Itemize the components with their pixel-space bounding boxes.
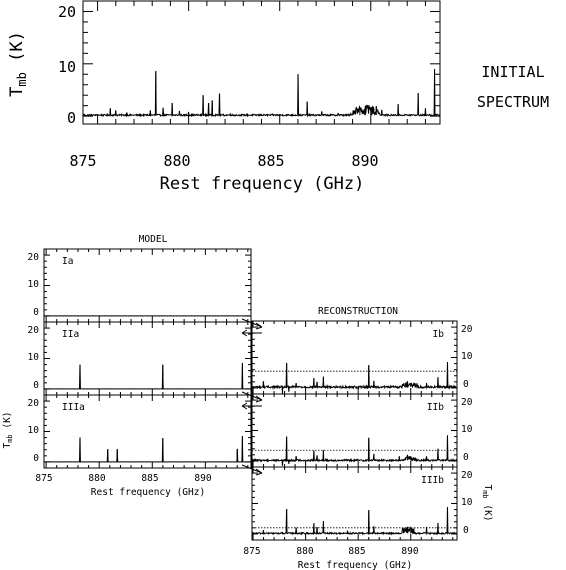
panel-IIIb-trace	[251, 507, 458, 536]
panel-Ib-trace	[251, 362, 458, 394]
panel-Ib-y-tick-10: 10	[461, 351, 473, 362]
arrow-IIIa-to-IIIb	[241, 464, 263, 476]
arrow-Ib-to-IIa	[241, 329, 262, 337]
initial-y-tick-label-20: 20	[58, 3, 76, 21]
panel-IIb-y-tick-10: 10	[461, 424, 473, 435]
panel-Ib-y-tick-0: 0	[463, 379, 469, 390]
arrow-IIb-to-IIIa	[241, 402, 262, 410]
initial-x-tick-label-880: 880	[163, 152, 190, 170]
initial-spectrum-panel: 875 880 885 890 20 10 0 Rest frequency (…	[7, 0, 549, 194]
reconstruction-y-axis-label: Tmb (K)	[481, 484, 493, 521]
reconstruction-panel-Ib: Ib 20 10 0	[251, 320, 473, 395]
spectrum-line	[44, 363, 251, 390]
model-title: MODEL	[139, 234, 168, 245]
panel-Ib-y-tick-20: 20	[461, 324, 473, 335]
initial-x-tick-label-875: 875	[69, 152, 96, 170]
panel-IIIb-tick-marks	[252, 466, 457, 541]
panel-IIIb-x-tick-890: 890	[401, 546, 418, 557]
initial-tick-marks	[83, 0, 440, 124]
panel-Ia-y-tick-0: 0	[33, 307, 39, 318]
panel-IIb-trace	[251, 435, 458, 466]
initial-y-tick-label-10: 10	[58, 58, 76, 76]
panel-IIIa-y-tick-0: 0	[33, 453, 39, 464]
spectrum-line	[251, 507, 458, 536]
model-y-axis-label: Tmb (K)	[2, 411, 14, 448]
panel-IIIa-x-tick-885: 885	[141, 473, 158, 484]
initial-plot-frame	[82, 0, 441, 125]
reconstruction-panel-IIIb: IIIb 20 10 0 875 880 885 890 Rest freque…	[243, 466, 473, 570]
model-panel-IIa: IIa 20 10 0	[28, 321, 252, 396]
panel-IIa-trace	[44, 363, 251, 390]
panel-IIb-y-tick-0: 0	[463, 452, 469, 463]
panel-IIIb-x-tick-875: 875	[243, 546, 260, 557]
panel-Ia-frame	[43, 248, 252, 323]
initial-spectrum-trace	[82, 69, 441, 118]
panel-IIIa-x-tick-875: 875	[35, 473, 52, 484]
initial-x-tick-label-885: 885	[257, 152, 284, 170]
panel-IIIb-y-tick-0: 0	[463, 525, 469, 536]
panel-IIa-tick-marks	[44, 321, 251, 396]
initial-annotation-line-1: INITIAL	[481, 63, 544, 81]
panel-IIIa-y-tick-10: 10	[28, 425, 40, 436]
initial-x-axis-label: Rest frequency (GHz)	[160, 174, 365, 194]
model-x-axis-label: Rest frequency (GHz)	[91, 487, 205, 498]
model-panel-Ia: Ia 20 10 0	[28, 248, 252, 323]
panel-IIIa-x-tick-880: 880	[88, 473, 105, 484]
panel-Ia-tick-marks	[44, 248, 251, 323]
reconstruction-x-axis-label: Rest frequency (GHz)	[298, 560, 412, 570]
panel-IIIb-x-tick-885: 885	[348, 546, 365, 557]
reconstruction-panel-IIb: IIb 20 10 0	[251, 393, 473, 468]
panel-IIIa-trace	[44, 436, 251, 463]
initial-y-tick-label-0: 0	[67, 109, 76, 127]
panel-IIIb-y-tick-10: 10	[461, 497, 473, 508]
arrow-Ia-to-Ib	[241, 318, 263, 330]
panel-IIa-y-tick-20: 20	[28, 325, 40, 336]
initial-y-axis-label: Tmb (K)	[7, 31, 29, 97]
panel-IIb-label: IIb	[427, 402, 444, 413]
panel-IIa-y-tick-0: 0	[33, 380, 39, 391]
arrow-IIa-to-Ib	[241, 391, 263, 403]
panel-IIIa-y-tick-20: 20	[28, 398, 40, 409]
panel-Ib-label: Ib	[433, 329, 445, 340]
panel-Ia-y-tick-20: 20	[28, 252, 40, 263]
spectrum-line	[251, 435, 458, 466]
panel-IIa-y-tick-10: 10	[28, 352, 40, 363]
panel-Ia-y-tick-10: 10	[28, 279, 40, 290]
panel-IIa-label: IIa	[62, 329, 79, 340]
initial-annotation-line-2: SPECTRUM	[477, 93, 549, 111]
spectrum-line	[44, 436, 251, 463]
reconstruction-title: RECONSTRUCTION	[318, 306, 398, 317]
model-to-reconstruction-arrows	[241, 318, 263, 476]
spectrum-line	[82, 69, 441, 118]
panel-IIIa-x-tick-890: 890	[194, 473, 211, 484]
panel-IIIb-x-tick-880: 880	[296, 546, 313, 557]
panel-Ia-label: Ia	[62, 256, 73, 267]
model-panel-IIIa: IIIa 20 10 0 875 880 885 890 Rest freque…	[28, 394, 252, 498]
panel-IIIb-label: IIIb	[421, 475, 444, 486]
panel-IIIa-label: IIIa	[62, 402, 85, 413]
panel-IIb-y-tick-20: 20	[461, 397, 473, 408]
panel-IIIb-y-tick-20: 20	[461, 470, 473, 481]
spectrum-line	[251, 362, 458, 394]
initial-x-tick-label-890: 890	[351, 152, 378, 170]
